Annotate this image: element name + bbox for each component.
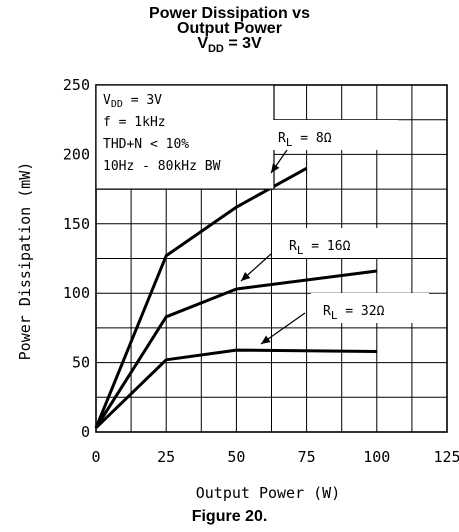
series-label-2: RL = 16Ω: [289, 239, 351, 257]
chart-title-vdd: V: [197, 35, 208, 52]
series-arrowhead-2: [241, 272, 251, 281]
tick-labels: 0 25 50 75 100 125 0 50 100 150 200 250: [63, 76, 459, 466]
y-tick-label: 50: [72, 354, 90, 372]
y-tick-label: 100: [63, 284, 90, 302]
x-tick-label: 50: [227, 448, 245, 466]
x-tick-label: 100: [363, 448, 390, 466]
condition-frequency: f = 1kHz: [103, 115, 166, 130]
x-tick-label: 25: [157, 448, 175, 466]
x-tick-label: 75: [298, 448, 316, 466]
y-tick-label: 200: [63, 145, 90, 163]
condition-vdd: VDD = 3V: [103, 93, 162, 110]
series-line-2: [94, 269, 377, 429]
chart-title-line3: VDD = 3V: [0, 35, 459, 55]
series-line-3: [94, 348, 377, 429]
y-tick-label: 0: [81, 423, 90, 441]
chart-title-line1: Power Dissipation vs: [149, 5, 310, 22]
y-axis-label: Power Dissipation (mW): [16, 162, 34, 361]
chart-title-line2: Output Power: [177, 20, 282, 37]
series-arrowhead-1: [271, 163, 280, 173]
conditions-box: [95, 84, 275, 190]
chart-title-vdd-sub: DD: [207, 43, 224, 56]
series-labels: RL = 8Ω RL = 16Ω RL = 32Ω: [240, 120, 429, 345]
x-tick-label: 125: [433, 448, 459, 466]
y-tick-label: 150: [63, 215, 90, 233]
series-label-1: RL = 8Ω: [278, 131, 332, 149]
chart-title-vdd-value: = 3V: [223, 35, 262, 52]
series-label-3: RL = 32Ω: [323, 304, 385, 322]
series-label-bg: [277, 228, 385, 258]
figure-caption: Figure 20.: [191, 508, 268, 525]
condition-thd: THD+N < 10%: [103, 137, 189, 152]
series-arrowhead-3: [261, 335, 271, 344]
y-tick-label: 250: [63, 76, 90, 94]
series-label-bg: [311, 293, 429, 323]
condition-bandwidth: 10Hz - 80kHz BW: [103, 159, 221, 174]
x-axis-label: Output Power (W): [196, 484, 341, 502]
x-tick-label: 0: [91, 448, 100, 466]
series-label-bg: [266, 120, 398, 150]
